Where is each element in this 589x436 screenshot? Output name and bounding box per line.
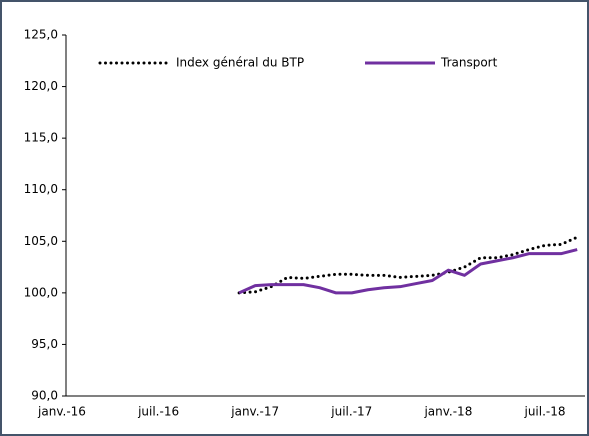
y-tick-label: 105,0: [24, 234, 58, 248]
x-tick-label: janv.-18: [423, 405, 472, 419]
y-tick-label: 95,0: [31, 337, 58, 351]
x-tick-label: juil.-16: [137, 405, 179, 419]
legend-label: Transport: [440, 56, 498, 70]
x-tick-label: janv.-16: [37, 405, 86, 419]
line-series: [238, 248, 578, 295]
y-tick-label: 90,0: [31, 389, 58, 403]
x-tick-label: juil.-18: [523, 405, 565, 419]
legend-label: Index général du BTP: [176, 56, 304, 70]
x-tick-label: juil.-17: [330, 405, 372, 419]
y-tick-label: 110,0: [24, 182, 58, 196]
x-tick-label: janv.-17: [230, 405, 279, 419]
y-tick-label: 115,0: [24, 131, 58, 145]
y-tick-label: 100,0: [24, 285, 58, 299]
y-tick-label: 120,0: [24, 79, 58, 93]
line-series: [237, 235, 579, 295]
y-tick-label: 125,0: [24, 28, 58, 42]
